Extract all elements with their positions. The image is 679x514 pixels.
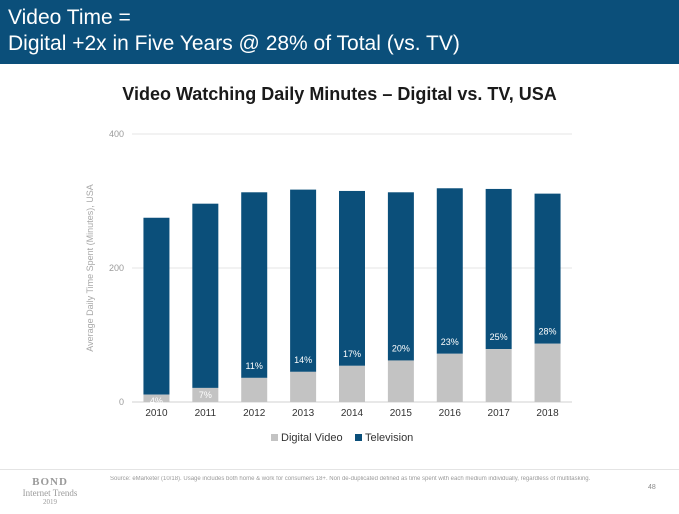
footer-divider	[0, 469, 679, 470]
digital-share-label: 25%	[490, 332, 508, 342]
y-tick-label: 0	[119, 397, 124, 407]
logo-text-bond: BOND	[32, 476, 68, 488]
page-number: 48	[648, 484, 656, 491]
digital-share-label: 7%	[199, 390, 212, 400]
y-tick-label: 400	[109, 129, 124, 139]
bar-television	[534, 193, 561, 344]
digital-share-label: 14%	[294, 355, 312, 365]
bar-digital-video	[339, 365, 365, 402]
x-tick-label: 2012	[243, 408, 266, 419]
bar-television	[387, 192, 414, 361]
chart-title: Video Watching Daily Minutes – Digital v…	[122, 84, 557, 104]
bar-digital-video	[485, 349, 512, 402]
bar-digital-video	[387, 360, 414, 402]
digital-share-label: 17%	[343, 349, 361, 359]
digital-share-label: 4%	[150, 396, 163, 406]
bar-television	[436, 188, 463, 354]
digital-share-label: 11%	[246, 361, 263, 371]
bar-digital-video	[290, 371, 317, 402]
bar-digital-video	[192, 387, 219, 402]
x-tick-label: 2010	[145, 408, 168, 419]
x-tick-label: 2017	[488, 408, 511, 419]
bar-television	[290, 189, 317, 372]
bar-television	[485, 188, 512, 350]
bar-television	[339, 190, 365, 366]
legend-label-digital-video: Digital Video	[281, 432, 343, 444]
bar-television	[241, 192, 268, 378]
bar-television	[192, 203, 219, 388]
bar-digital-video	[143, 394, 170, 402]
stacked-bar-chart: 0 200 400 Average Daily Time Spent (Minutes…	[85, 129, 572, 444]
x-tick-label: 2013	[292, 408, 315, 419]
digital-share-label: 28%	[539, 327, 557, 337]
digital-share-label: 23%	[441, 337, 459, 347]
digital-share-label: 20%	[392, 343, 410, 353]
bar-digital-video	[534, 343, 561, 402]
header-title-line2: Digital +2x in Five Years @ 28% of Total…	[8, 32, 460, 55]
header-title-line1: Video Time =	[8, 6, 131, 29]
source-note: Source: eMarketer (10/18). Usage include…	[110, 476, 591, 482]
x-tick-label: 2014	[341, 408, 364, 419]
x-tick-label: 2018	[536, 408, 559, 419]
bar-television	[143, 217, 170, 395]
legend-swatch-digital-video	[271, 434, 278, 441]
x-tick-label: 2015	[390, 408, 413, 419]
x-tick-label: 2011	[195, 408, 217, 419]
x-tick-label: 2016	[439, 408, 462, 419]
bar-digital-video	[436, 353, 463, 402]
header-banner: Video Time = Digital +2x in Five Years @…	[0, 0, 679, 64]
legend-swatch-television	[355, 434, 362, 441]
bar-digital-video	[241, 377, 268, 402]
logo-text-internet-trends: Internet Trends	[22, 488, 78, 498]
bond-logo: BOND Internet Trends 2019	[10, 476, 90, 506]
logo-text-year: 2019	[43, 498, 57, 506]
legend-label-television: Television	[365, 432, 413, 444]
y-axis-label: Average Daily Time Spent (Minutes), USA	[85, 184, 95, 351]
y-tick-label: 200	[109, 263, 124, 273]
